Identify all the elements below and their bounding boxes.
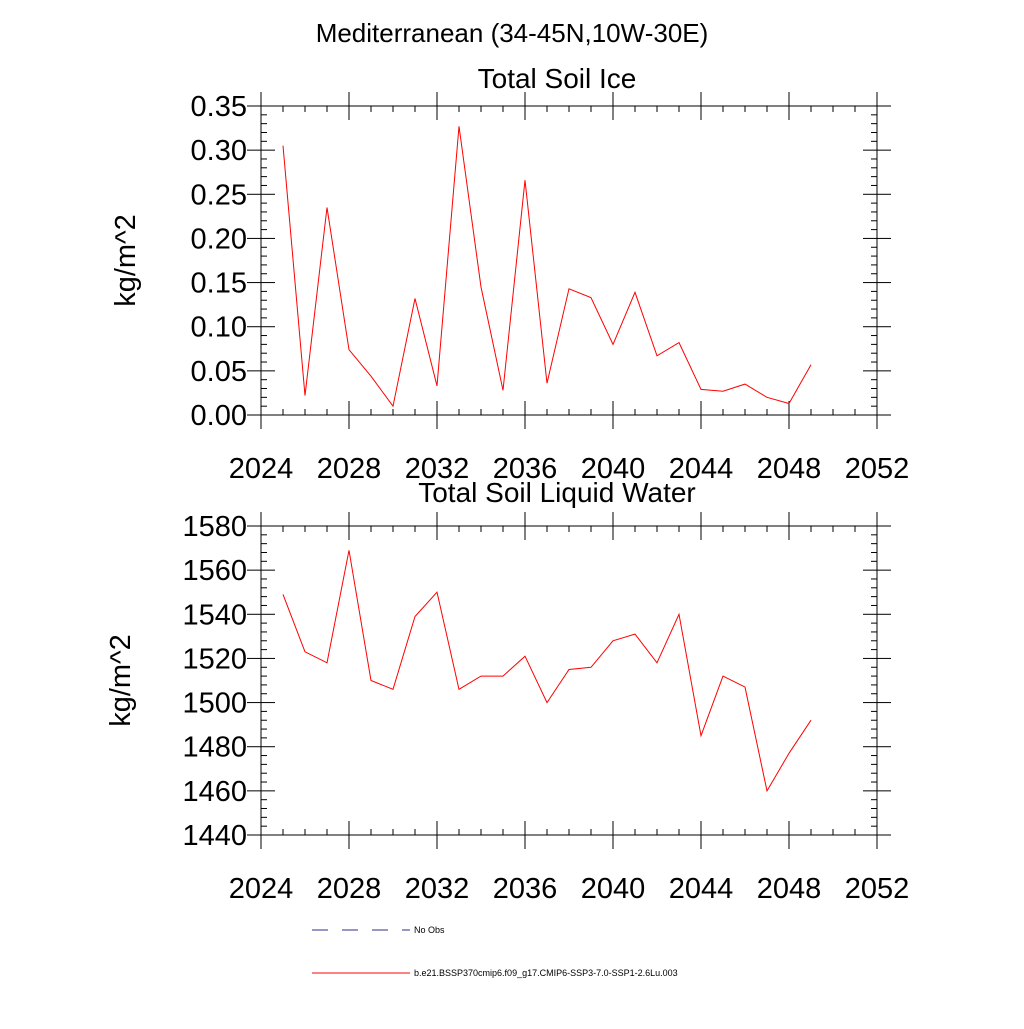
y-tick-label: 1480 (182, 732, 247, 764)
y-tick-label: 0.30 (191, 135, 247, 167)
y-tick-label: 1540 (182, 599, 247, 631)
y-tick-label: 0.25 (191, 179, 247, 211)
x-tick-label: 2024 (229, 873, 294, 905)
y-tick-label: 0.15 (191, 268, 247, 300)
x-tick-label: 2024 (229, 453, 294, 485)
plot-frame (260, 105, 878, 416)
x-tick-label: 2040 (581, 873, 646, 905)
y-tick-label: 1500 (182, 688, 247, 720)
x-tick-label: 2044 (669, 453, 734, 485)
y-tick-label: 0.00 (191, 400, 247, 432)
x-tick-label: 2036 (493, 453, 558, 485)
y-tick-label: 0.05 (191, 356, 247, 388)
legend-item: b.e21.BSSP370cmip6.f09_g17.CMIP6-SSP3-7.… (312, 968, 678, 978)
x-tick-label: 2032 (405, 873, 470, 905)
legend: No Obs b.e21.BSSP370cmip6.f09_g17.CMIP6-S… (312, 925, 678, 978)
x-tick-label: 2028 (317, 453, 382, 485)
y-tick-label: 1440 (182, 820, 247, 852)
plot-frame (260, 525, 878, 836)
page-title: Mediterranean (34-45N,10W-30E) (316, 18, 709, 48)
x-tick-label: 2052 (845, 873, 910, 905)
chart-title: Total Soil Ice (478, 63, 637, 94)
legend-label: b.e21.BSSP370cmip6.f09_g17.CMIP6-SSP3-7.… (414, 968, 678, 978)
y-tick-label: 1460 (182, 776, 247, 808)
x-tick-label: 2044 (669, 873, 734, 905)
x-tick-label: 2048 (757, 873, 822, 905)
series-line (282, 126, 812, 408)
series-line (282, 550, 812, 793)
x-tick-label: 2032 (405, 453, 470, 485)
x-tick-label: 2028 (317, 873, 382, 905)
chart-title: Total Soil Liquid Water (418, 477, 696, 508)
y-tick-label: 1520 (182, 643, 247, 675)
y-axis-label: kg/m^2 (105, 634, 137, 727)
y-tick-label: 0.10 (191, 312, 247, 344)
x-tick-label: 2040 (581, 453, 646, 485)
panel-soil-ice: Total Soil Ice 2024 2028 2032 2036 2040 2044 20… (110, 63, 909, 485)
x-tick-label: 2048 (757, 453, 822, 485)
y-tick-label: 1560 (182, 555, 247, 587)
y-tick-label: 0.20 (191, 223, 247, 255)
y-axis-label: kg/m^2 (110, 214, 142, 307)
legend-label: No Obs (414, 925, 445, 935)
legend-item: No Obs (312, 925, 445, 935)
x-tick-label: 2052 (845, 453, 910, 485)
y-tick-label: 0.35 (191, 91, 247, 123)
y-tick-label: 1580 (182, 511, 247, 543)
x-tick-label: 2036 (493, 873, 558, 905)
panel-soil-liquid-water: Total Soil Liquid Water 2024 2028 2032 2036 2… (105, 477, 909, 905)
